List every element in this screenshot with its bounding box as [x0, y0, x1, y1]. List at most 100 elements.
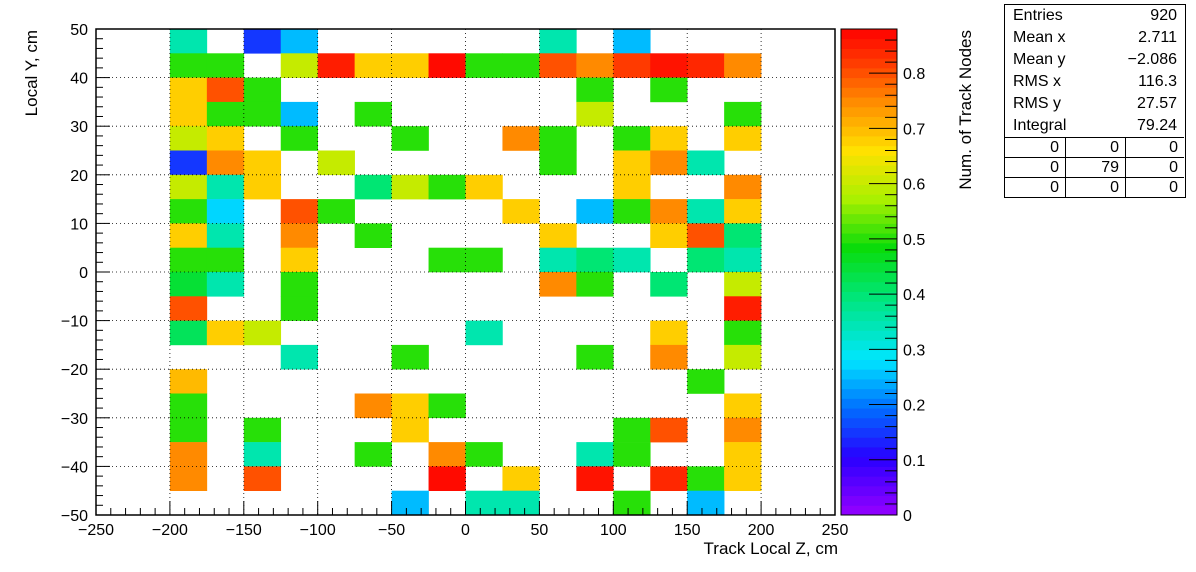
heatmap-cell	[354, 442, 392, 467]
heatmap-cell	[169, 223, 208, 248]
heatmap-cell	[280, 53, 318, 78]
heatmap-cell	[650, 126, 688, 151]
stats-label: Integral	[1013, 117, 1067, 134]
heatmap-cell	[539, 126, 577, 151]
heatmap-cell	[169, 247, 208, 273]
heatmap-cell	[354, 174, 392, 200]
heatmap-cell	[539, 223, 577, 248]
heatmap-cell	[428, 53, 466, 78]
heatmap-cell	[687, 150, 725, 176]
heatmap-cell	[650, 223, 688, 248]
heatmap-cell	[613, 126, 651, 151]
stats-row: RMS x 116.3	[1005, 71, 1185, 93]
heatmap-cell	[724, 126, 762, 151]
heatmap-cell	[576, 442, 614, 467]
color-palette: 0 0.1 0.2 0.3 0.4 0.5 0.6 0.7 0.8	[840, 28, 925, 525]
palette-band	[841, 48, 897, 59]
heatmap-cell	[280, 126, 318, 151]
palette-band	[841, 155, 897, 166]
palette-band	[841, 378, 897, 390]
z-tick-label: 0	[903, 508, 912, 525]
heatmap-cell	[169, 29, 208, 54]
heatmap-cell	[539, 53, 577, 78]
heatmap-cell	[650, 199, 688, 224]
stats-value: −2.086	[1127, 51, 1177, 68]
z-tick-label: 0.3	[903, 342, 925, 359]
palette-band	[841, 398, 897, 409]
palette-band	[841, 291, 897, 302]
palette-band	[841, 29, 897, 40]
heatmap-cell	[169, 320, 208, 346]
x-tick-label: −150	[226, 522, 262, 539]
x-tick-label: −200	[152, 522, 188, 539]
heatmap-cell	[206, 77, 245, 103]
heatmap-cell	[206, 174, 245, 200]
stats-row: Mean x 2.711	[1005, 27, 1185, 49]
heatmap-cell	[465, 174, 503, 200]
palette-band	[841, 194, 897, 205]
x-axis-title: Track Local Z, cm	[704, 539, 838, 558]
heatmap-cell	[317, 150, 355, 176]
z-axis-title: Num. of Track Nodes	[956, 30, 975, 190]
heatmap-cell	[576, 344, 614, 370]
palette-band	[841, 476, 897, 487]
heatmap-cell	[169, 174, 208, 200]
heatmap-cell	[687, 369, 725, 394]
palette-band	[841, 165, 897, 176]
heatmap-cell	[280, 29, 318, 54]
palette-band	[841, 281, 897, 292]
stats-grid-cell: 0	[1005, 157, 1065, 177]
y-tick-label: 0	[79, 265, 88, 282]
z-tick-label: 0.6	[903, 177, 925, 194]
heatmap-cell	[280, 247, 318, 273]
heatmap-cell	[391, 53, 429, 78]
heatmap-cell	[169, 272, 208, 297]
palette-band	[841, 388, 897, 399]
x-tick-label: 100	[600, 522, 627, 539]
heatmap-cell	[502, 53, 540, 78]
heatmap-cell	[280, 272, 318, 297]
y-axis-title: Local Y, cm	[22, 30, 41, 116]
heatmap-cell	[724, 223, 762, 248]
z-tick-label: 0.1	[903, 453, 925, 470]
heatmap-cell	[724, 199, 762, 224]
heatmap-cell	[465, 247, 503, 273]
stats-grid-cell: 0	[1125, 177, 1184, 197]
heatmap-cell	[243, 417, 282, 443]
palette-band	[841, 87, 897, 98]
heatmap-cell	[169, 199, 208, 224]
y-tick-label: 10	[70, 216, 88, 233]
y-tick-label: −40	[61, 459, 88, 476]
heatmap-cell	[280, 344, 318, 370]
y-tick-label: −20	[61, 362, 88, 379]
heatmap-cell	[243, 174, 282, 200]
heatmap-cell	[465, 53, 503, 78]
palette-band	[841, 126, 897, 137]
heatmap-cell	[724, 247, 762, 273]
heatmap-cell	[724, 174, 762, 200]
heatmap-cell	[613, 150, 651, 176]
heatmap-cell	[724, 272, 762, 297]
heatmap-cell	[650, 272, 688, 297]
heatmap-cell	[724, 320, 762, 346]
y-tick-label: 50	[70, 22, 88, 39]
heatmap-cell	[650, 417, 688, 443]
heatmap-cell	[391, 417, 429, 443]
stats-grid-cell: 0	[1125, 157, 1184, 177]
heatmap-cell	[391, 174, 429, 200]
heatmap-cell	[354, 101, 392, 127]
palette-band	[841, 97, 897, 108]
heatmap-cell	[428, 174, 466, 200]
heatmap-cell	[687, 223, 725, 248]
palette-band	[841, 349, 897, 360]
heatmap-cell	[502, 466, 540, 491]
x-tick-label: 250	[822, 522, 849, 539]
heatmap-cell	[280, 223, 318, 248]
heatmap-cell	[354, 223, 392, 248]
heatmap-cell	[465, 490, 503, 516]
heatmap-cell	[724, 296, 762, 321]
z-tick-label: 0.5	[903, 232, 925, 249]
x-tick-label: 50	[531, 522, 549, 539]
z-tick-label: 0.8	[903, 66, 925, 83]
heatmap-cell	[169, 296, 208, 321]
